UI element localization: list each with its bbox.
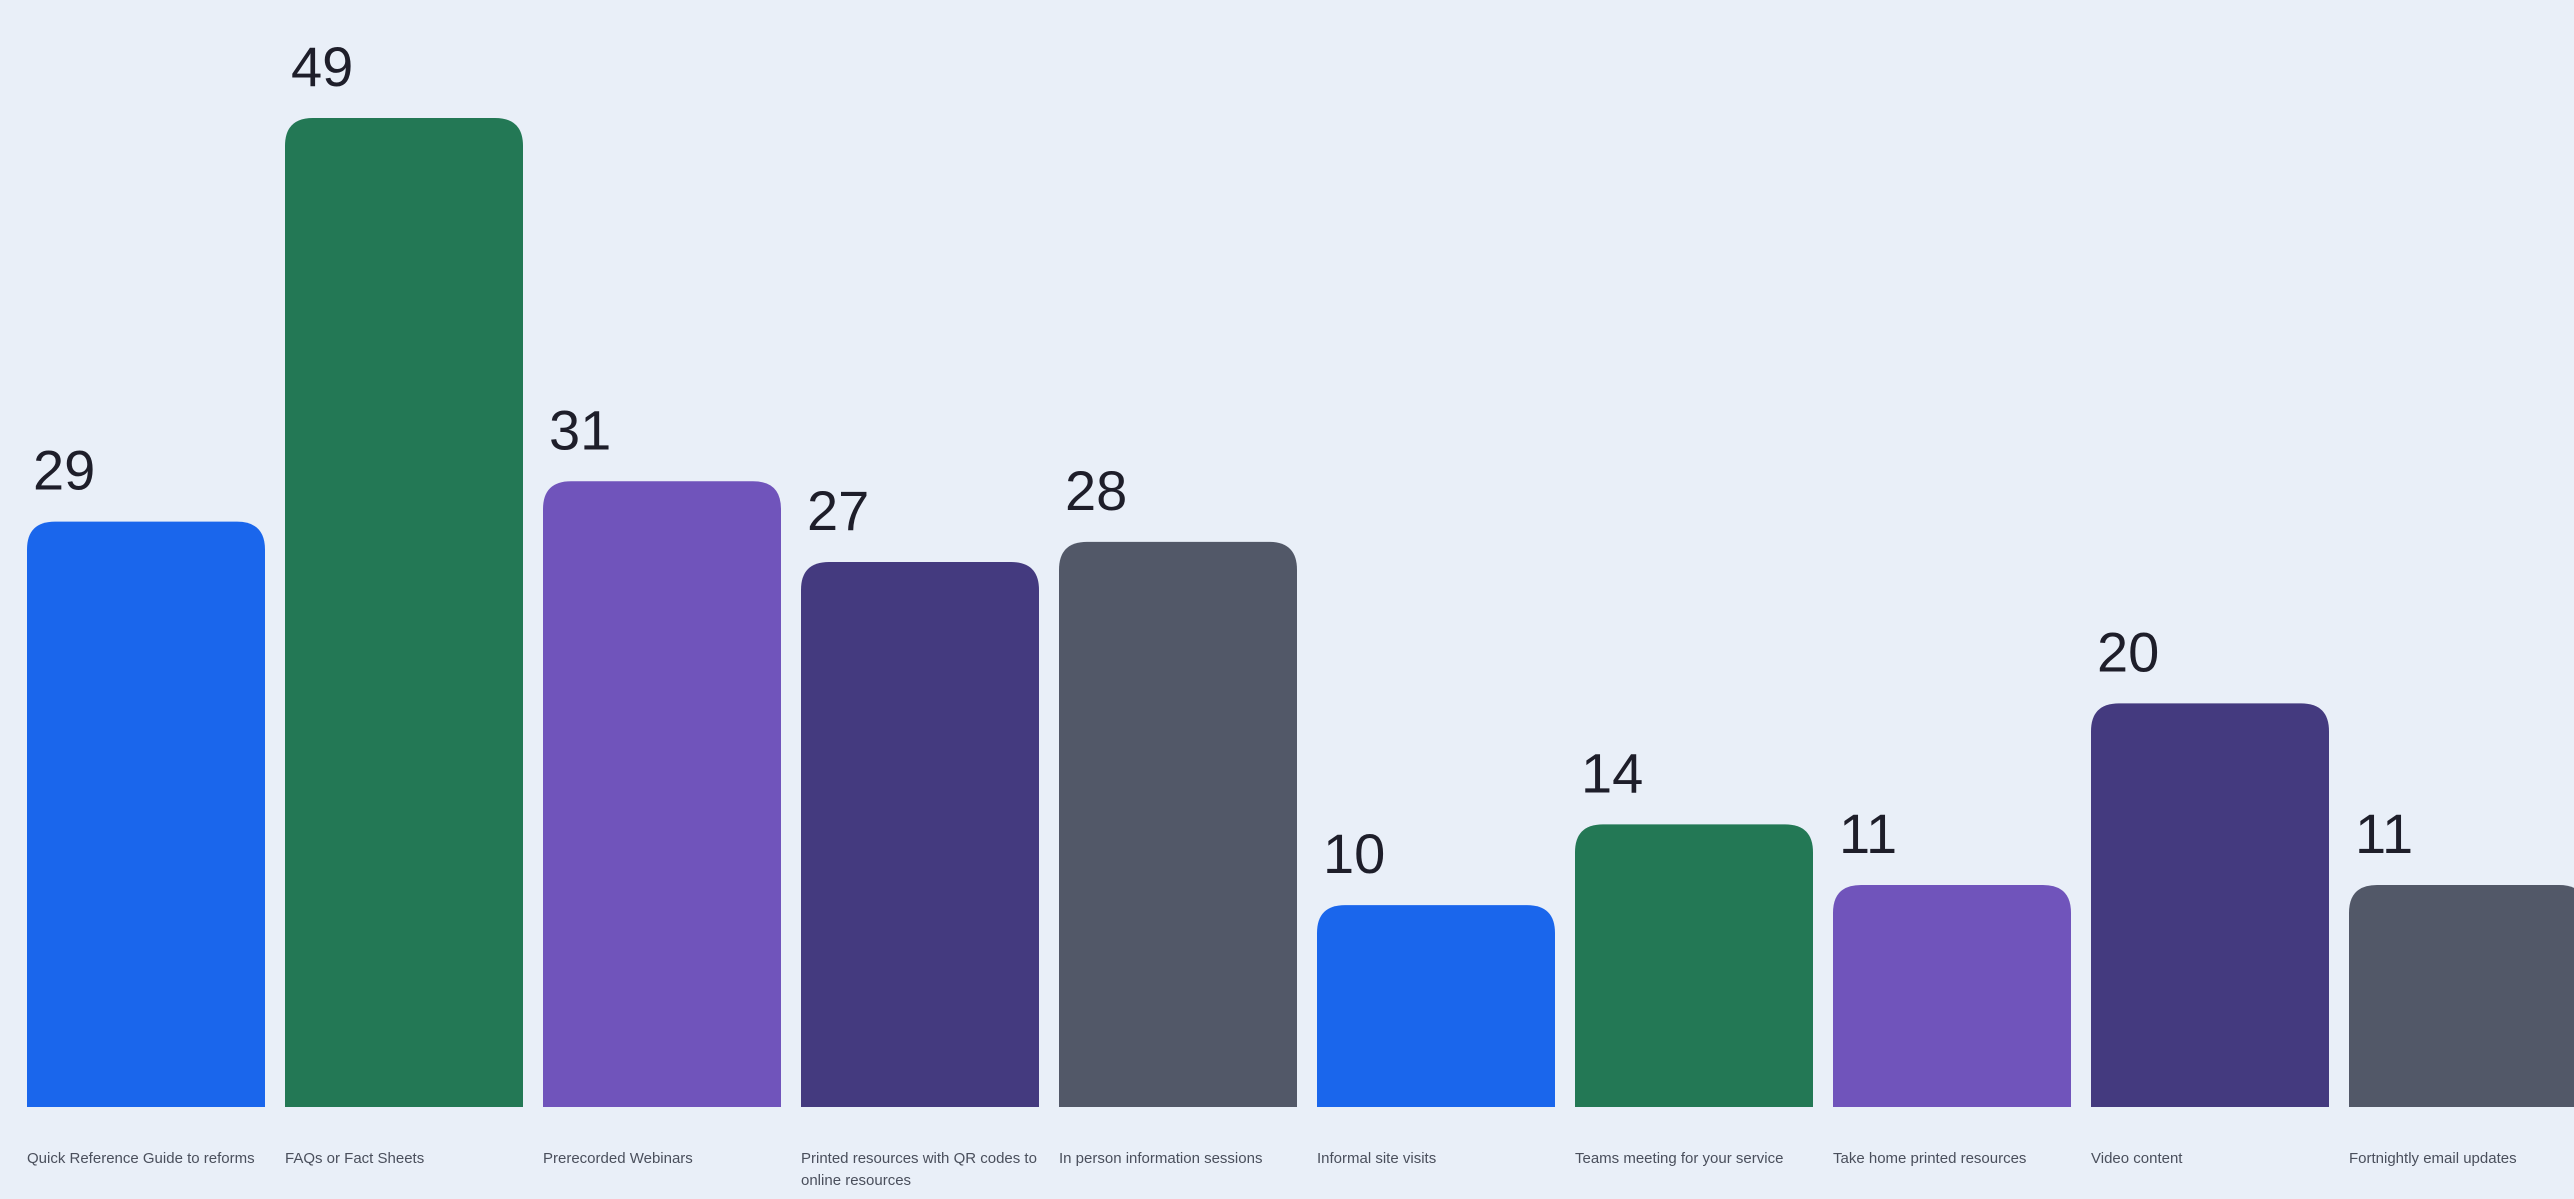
data-label: 31 [549, 398, 611, 461]
bar-group: 11 [2349, 802, 2574, 1107]
bar [1575, 824, 1813, 1107]
data-label: 20 [2097, 620, 2159, 683]
data-label: 11 [1839, 802, 1897, 865]
category-label: Video content [2091, 1150, 2183, 1167]
data-label: 29 [33, 439, 95, 502]
bar [1059, 541, 1297, 1107]
chart-plot-area: 29 49 31 27 28 10 14 11 20 11 [27, 35, 2574, 1107]
bar-group: 31 [543, 398, 781, 1107]
category-label: Teams meeting for your service [1575, 1150, 1784, 1167]
category-label: Quick Reference Guide to reforms [27, 1150, 255, 1167]
bar [801, 562, 1039, 1107]
bar-group: 20 [2091, 620, 2329, 1107]
bar-group: 49 [285, 35, 523, 1107]
data-label: 10 [1323, 822, 1385, 885]
bar-group: 27 [801, 479, 1039, 1107]
category-label: Take home printed resources [1833, 1150, 2027, 1167]
category-label: Printed resources with QR codes to onlin… [801, 1150, 1037, 1189]
bar-group: 10 [1317, 822, 1555, 1107]
bar [27, 521, 265, 1107]
category-label: Fortnightly email updates [2349, 1150, 2517, 1167]
bar [1833, 884, 2071, 1107]
data-label: 14 [1581, 741, 1643, 804]
data-label: 11 [2355, 802, 2413, 865]
category-label: Informal site visits [1317, 1150, 1437, 1167]
bar [1317, 905, 1555, 1107]
data-label: 49 [291, 35, 353, 98]
bar [543, 481, 781, 1107]
category-label: FAQs or Fact Sheets [285, 1150, 425, 1167]
bar-group: 14 [1575, 741, 1813, 1107]
bar [2091, 703, 2329, 1107]
category-label: Prerecorded Webinars [543, 1150, 693, 1167]
data-label: 28 [1065, 459, 1127, 522]
bar-group: 11 [1833, 802, 2071, 1107]
category-axis-labels: Quick Reference Guide to reforms FAQs or … [0, 1148, 2574, 1199]
data-label: 27 [807, 479, 869, 542]
category-label: In person information sessions [1059, 1150, 1263, 1167]
bar-group: 29 [27, 439, 265, 1107]
bar-group: 28 [1059, 459, 1297, 1107]
bar [2349, 884, 2574, 1107]
bar [285, 118, 523, 1107]
